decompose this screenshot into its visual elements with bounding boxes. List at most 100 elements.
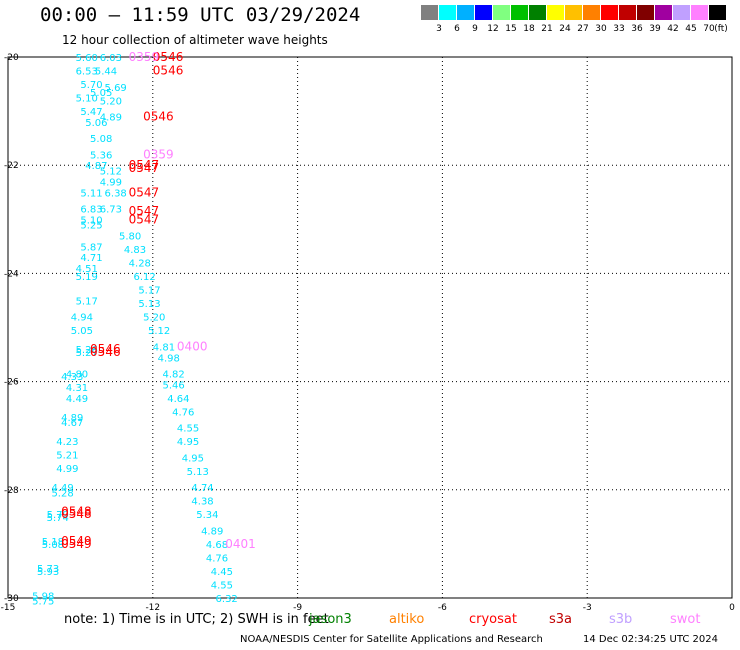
data-point-label-cryosat: 4.95 — [182, 453, 204, 464]
data-point-label-cryosat: 5.73 — [37, 564, 59, 575]
data-point-label-cryosat: 4.89 — [100, 113, 122, 124]
data-point-label-cryosat: 4.31 — [66, 383, 88, 394]
colorbar-tick-label: 21 — [541, 24, 553, 34]
chart-title: 00:00 — 11:59 UTC 03/29/2024 — [40, 4, 361, 26]
data-point-label-s3a: 0549 — [61, 534, 92, 548]
data-point-label-cryosat: 5.19 — [76, 272, 98, 283]
y-tick-label: -22 — [4, 161, 19, 171]
data-point-label-cryosat: 5.12 — [100, 167, 122, 178]
data-point-label-cryosat: 4.67 — [61, 418, 83, 429]
colorbar-tick-label: 33 — [613, 24, 625, 34]
x-tick-label: 0 — [729, 603, 735, 613]
data-point-label-cryosat: 5.69 — [105, 83, 127, 94]
data-point-label-cryosat: 4.89 — [201, 526, 223, 537]
data-point-label-cryosat: 4.99 — [100, 177, 122, 188]
colorbar-tick-label: 42 — [667, 24, 679, 34]
x-tick-label: -12 — [145, 603, 160, 613]
data-point-label-s3a: 0547 — [129, 204, 160, 218]
data-point-label-cryosat: 4.33 — [61, 372, 83, 383]
data-point-label-cryosat: 4.23 — [56, 437, 78, 448]
satellite-legend-cryosat: cryosat — [469, 612, 517, 627]
data-point-label-cryosat: 4.80 — [66, 369, 88, 380]
data-point-label-s3a: 0547 — [129, 185, 160, 199]
data-point-label-swot: 0359 — [129, 50, 160, 64]
colorbar-tick-label: 27 — [577, 24, 589, 34]
data-point-label-cryosat: 5.87 — [80, 242, 102, 253]
data-point-label-cryosat: 5.47 — [80, 107, 102, 118]
data-point-label-s3a: 0547 — [129, 212, 160, 226]
colorbar-swatch — [691, 5, 708, 20]
data-point-label-cryosat: 5.74 — [47, 513, 69, 524]
data-point-label-cryosat: 5.34 — [196, 510, 218, 521]
data-point-label-cryosat: 5.70 — [80, 80, 102, 91]
data-point-label-cryosat: 6.12 — [133, 272, 155, 283]
colorbar-tick-label: 30 — [595, 24, 607, 34]
colorbar-tick-label: 70 — [703, 24, 715, 34]
data-point-label-cryosat: 5.06 — [85, 118, 107, 129]
colorbar-swatch — [421, 5, 438, 20]
y-tick-label: -26 — [4, 378, 19, 388]
data-point-label-cryosat: 6.32 — [216, 594, 238, 605]
x-tick-label: -15 — [1, 603, 16, 613]
data-point-label-cryosat: 5.28 — [51, 489, 73, 500]
data-point-label-cryosat: 4.49 — [66, 394, 88, 405]
data-point-label-cryosat: 5.17 — [138, 286, 160, 297]
data-point-label-cryosat: 4.38 — [191, 497, 213, 508]
data-point-label-cryosat: 4.87 — [85, 161, 107, 172]
data-point-label-cryosat: 5.13 — [187, 467, 209, 478]
colorbar-tick-label: 15 — [505, 24, 517, 34]
satellite-legend-s3a: s3a — [549, 612, 573, 627]
satellite-legend-jason3: jason3 — [309, 612, 352, 627]
data-point-label-cryosat: 6.83 — [80, 204, 102, 215]
timestamp-text: 14 Dec 02:34:25 UTC 2024 — [583, 634, 718, 645]
colorbar-swatch — [457, 5, 474, 20]
colorbar-swatch — [439, 5, 456, 20]
data-point-label-cryosat: 4.95 — [177, 437, 199, 448]
satellite-legend-swot: swot — [670, 612, 701, 627]
data-point-label-s3a: 0546 — [153, 64, 184, 78]
colorbar-tick-label: 9 — [472, 24, 478, 34]
data-point-label-cryosat: 5.21 — [56, 451, 78, 462]
data-point-label-cryosat: 4.64 — [167, 394, 189, 405]
data-point-label-cryosat: 5.79 — [47, 510, 69, 521]
data-point-label-cryosat: 4.82 — [162, 369, 184, 380]
data-point-label-cryosat: 5.05 — [71, 326, 93, 337]
data-point-label-cryosat: 4.55 — [211, 580, 233, 591]
chart-subtitle: 12 hour collection of altimeter wave hei… — [62, 33, 328, 47]
colorbar-swatch — [637, 5, 654, 20]
data-point-label-cryosat: 5.80 — [119, 232, 141, 243]
data-point-label-cryosat: 4.74 — [191, 483, 213, 494]
data-point-label-cryosat: 5.12 — [148, 326, 170, 337]
colorbar-swatch — [529, 5, 546, 20]
satellite-legend-altiko: altiko — [389, 612, 425, 627]
x-tick-label: -3 — [583, 603, 592, 613]
data-point-label-s3a: 0548 — [61, 504, 92, 518]
data-point-label-cryosat: 4.81 — [153, 342, 175, 353]
data-point-label-cryosat: 5.11 — [80, 188, 102, 199]
colorbar-swatch — [565, 5, 582, 20]
colorbar-tick-label: 45 — [685, 24, 697, 34]
y-tick-label: -24 — [4, 269, 19, 279]
data-point-label-s3a: 0546 — [153, 50, 184, 64]
data-point-label-cryosat: 4.98 — [158, 353, 180, 364]
satellite-legend-s3b: s3b — [609, 612, 633, 627]
data-point-label-cryosat: 5.10 — [80, 215, 102, 226]
data-point-label-s3a: 0546 — [90, 345, 121, 359]
data-point-label-cryosat: 4.89 — [61, 413, 83, 424]
colorbar-tick-label: 3 — [436, 24, 442, 34]
data-point-label-cryosat: 4.83 — [124, 245, 146, 256]
data-point-label-swot: 0359 — [143, 147, 174, 161]
data-point-label-cryosat: 4.28 — [129, 259, 151, 270]
data-point-label-s3a: 0548 — [61, 507, 92, 521]
colorbar-swatch — [493, 5, 510, 20]
colorbar-tick-label: 24 — [559, 24, 571, 34]
colorbar-swatch — [673, 5, 690, 20]
data-point-label-cryosat: 4.55 — [177, 424, 199, 435]
data-point-label-cryosat: 5.20 — [143, 313, 165, 324]
data-point-label-s3a: 0547 — [129, 158, 160, 172]
data-point-label-cryosat: 5.46 — [162, 380, 184, 391]
data-point-label-cryosat: 5.27 — [76, 348, 98, 359]
colorbar-tick-label: 36 — [631, 24, 643, 34]
data-point-label-cryosat: 5.08 — [90, 134, 112, 145]
y-tick-label: -20 — [4, 53, 19, 63]
